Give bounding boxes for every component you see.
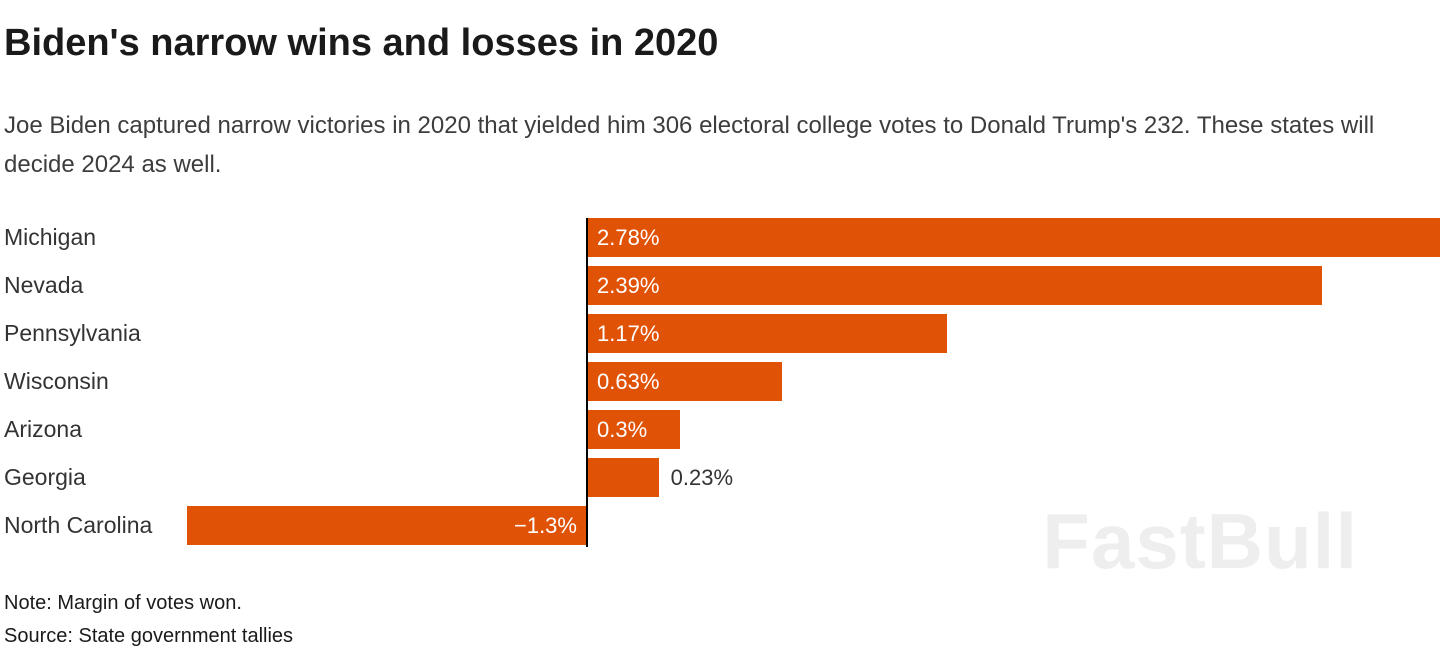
page-title: Biden's narrow wins and losses in 2020 — [4, 22, 719, 64]
category-label: Wisconsin — [4, 368, 109, 394]
value-label: 2.78% — [597, 224, 660, 250]
bar-row: Michigan 2.78% — [0, 218, 1440, 257]
value-label: 1.17% — [597, 320, 660, 346]
chart-subtitle: Joe Biden captured narrow victories in 2… — [4, 112, 1375, 178]
chart-source: Source: State government tallies — [4, 625, 294, 647]
category-label: North Carolina — [4, 512, 153, 538]
bar: 0.3% — [588, 410, 681, 449]
category-label: Pennsylvania — [4, 320, 141, 346]
bar-row: Wisconsin 0.63% — [0, 362, 1440, 401]
bar: 1.17% — [588, 314, 948, 353]
bar-row: Nevada 2.39% — [0, 266, 1440, 305]
fastbull-watermark: FastBull — [1042, 497, 1358, 585]
category-label: Georgia — [4, 464, 86, 490]
category-label: Arizona — [4, 416, 82, 442]
value-label: 0.63% — [597, 368, 660, 394]
bar-chart: Michigan 2.78% Nevada 2.39% Pennsylvania 1.17… — [0, 218, 1440, 548]
bar: 2.39% — [588, 266, 1323, 305]
bar — [588, 458, 659, 497]
category-label: Michigan — [4, 224, 97, 250]
bar-row: Georgia 0.23% — [0, 458, 1440, 497]
bar: 0.63% — [588, 362, 782, 401]
zero-axis-line — [586, 218, 588, 547]
value-label: −1.3% — [513, 512, 577, 538]
value-label: 0.23% — [670, 465, 734, 490]
bar-row: Pennsylvania 1.17% — [0, 314, 1440, 353]
bar: −1.3% — [186, 506, 586, 545]
category-label: Nevada — [4, 272, 84, 298]
chart-note: Note: Margin of votes won. — [4, 592, 242, 614]
value-label: 2.39% — [597, 272, 660, 298]
value-label: 0.3% — [597, 416, 648, 442]
bar-row: North Carolina −1.3% — [0, 506, 1440, 545]
bar: 2.78% — [588, 218, 1440, 257]
bar-row: Arizona 0.3% — [0, 410, 1440, 449]
